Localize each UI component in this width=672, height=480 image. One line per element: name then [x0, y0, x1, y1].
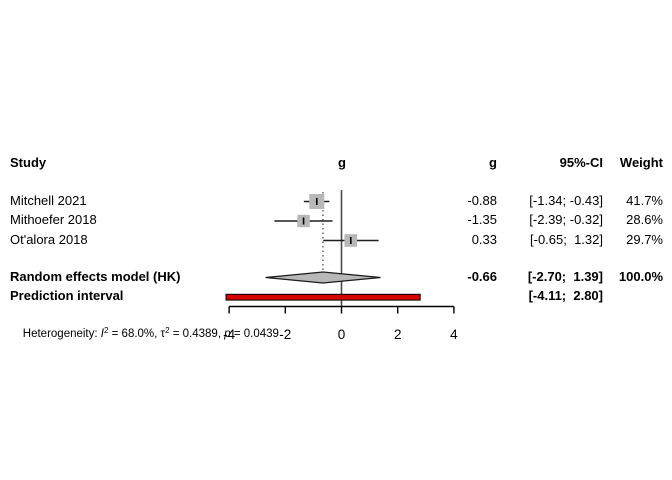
- col-header-effect-axis: g: [338, 155, 346, 170]
- study-g-value: -1.35: [467, 212, 497, 227]
- study-weight-square: [344, 234, 358, 247]
- prediction-interval-ci: [-4.11; 2.80]: [528, 288, 603, 303]
- het-tau-sup: 2: [165, 325, 170, 335]
- het-seg3: = 0.0439: [230, 328, 279, 340]
- col-header-g: g: [489, 155, 497, 170]
- study-label: Ot'alora 2018: [10, 232, 88, 247]
- x-axis-tick-label: 4: [450, 327, 458, 342]
- col-header-ci: 95%-CI: [559, 155, 603, 170]
- prediction-interval-bar: [225, 293, 421, 301]
- summary-weight-value: 100.0%: [618, 269, 663, 284]
- study-weight-value: 29.7%: [626, 232, 663, 247]
- summary-g-value: -0.66: [467, 269, 497, 284]
- study-weight-value: 41.7%: [626, 193, 663, 208]
- het-seg2: = 0.4389,: [169, 328, 225, 340]
- x-axis-tick-label: -2: [279, 327, 291, 342]
- prediction-interval-label: Prediction interval: [10, 288, 124, 303]
- het-prefix: Heterogeneity:: [22, 328, 101, 340]
- col-header-weight: Weight: [619, 155, 663, 170]
- het-i-sup: 2: [103, 325, 109, 335]
- summary-diamond: [265, 271, 381, 284]
- study-weight-square: [297, 214, 310, 228]
- study-weight-value: 28.6%: [626, 212, 663, 227]
- x-axis-tick-label: 0: [338, 327, 346, 342]
- study-g-value: -0.88: [467, 193, 497, 208]
- study-label: Mithoefer 2018: [10, 212, 97, 227]
- study-weight-square: [309, 194, 325, 209]
- heterogeneity-text: Heterogeneity: I2 = 68.0%, τ2 = 0.4389, …: [10, 313, 279, 356]
- summary-ci-value: [-2.70; 1.39]: [527, 269, 603, 284]
- study-ci-value: [-2.39; -0.32]: [529, 212, 603, 227]
- het-seg1: = 68.0%, τ: [108, 328, 166, 340]
- study-g-value: 0.33: [471, 232, 497, 247]
- study-ci-value: [-1.34; -0.43]: [529, 193, 603, 208]
- col-header-study: Study: [10, 155, 47, 170]
- study-ci-value: [-0.65; 1.32]: [530, 232, 603, 247]
- summary-label: Random effects model (HK): [10, 269, 181, 284]
- het-i-symbol: I: [100, 328, 104, 340]
- het-p-symbol: p: [224, 328, 231, 340]
- x-axis-tick-label: 2: [394, 327, 402, 342]
- study-label: Mitchell 2021: [10, 193, 87, 208]
